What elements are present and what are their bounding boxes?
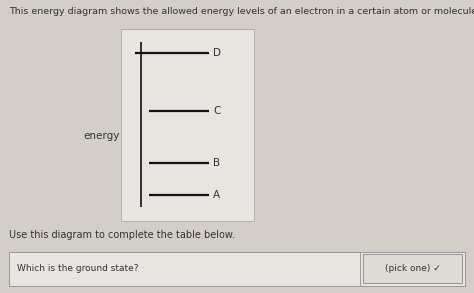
Text: D: D bbox=[213, 48, 221, 58]
Text: This energy diagram shows the allowed energy levels of an electron in a certain : This energy diagram shows the allowed en… bbox=[9, 7, 474, 16]
Text: (pick one) ✓: (pick one) ✓ bbox=[384, 264, 440, 273]
Text: C: C bbox=[213, 106, 221, 116]
FancyBboxPatch shape bbox=[9, 252, 465, 286]
Text: B: B bbox=[213, 158, 220, 168]
Text: A: A bbox=[213, 190, 220, 200]
Text: Use this diagram to complete the table below.: Use this diagram to complete the table b… bbox=[9, 230, 236, 240]
Text: Which is the ground state?: Which is the ground state? bbox=[17, 264, 138, 273]
Text: energy: energy bbox=[83, 131, 119, 141]
FancyBboxPatch shape bbox=[121, 29, 254, 221]
FancyBboxPatch shape bbox=[363, 254, 462, 283]
